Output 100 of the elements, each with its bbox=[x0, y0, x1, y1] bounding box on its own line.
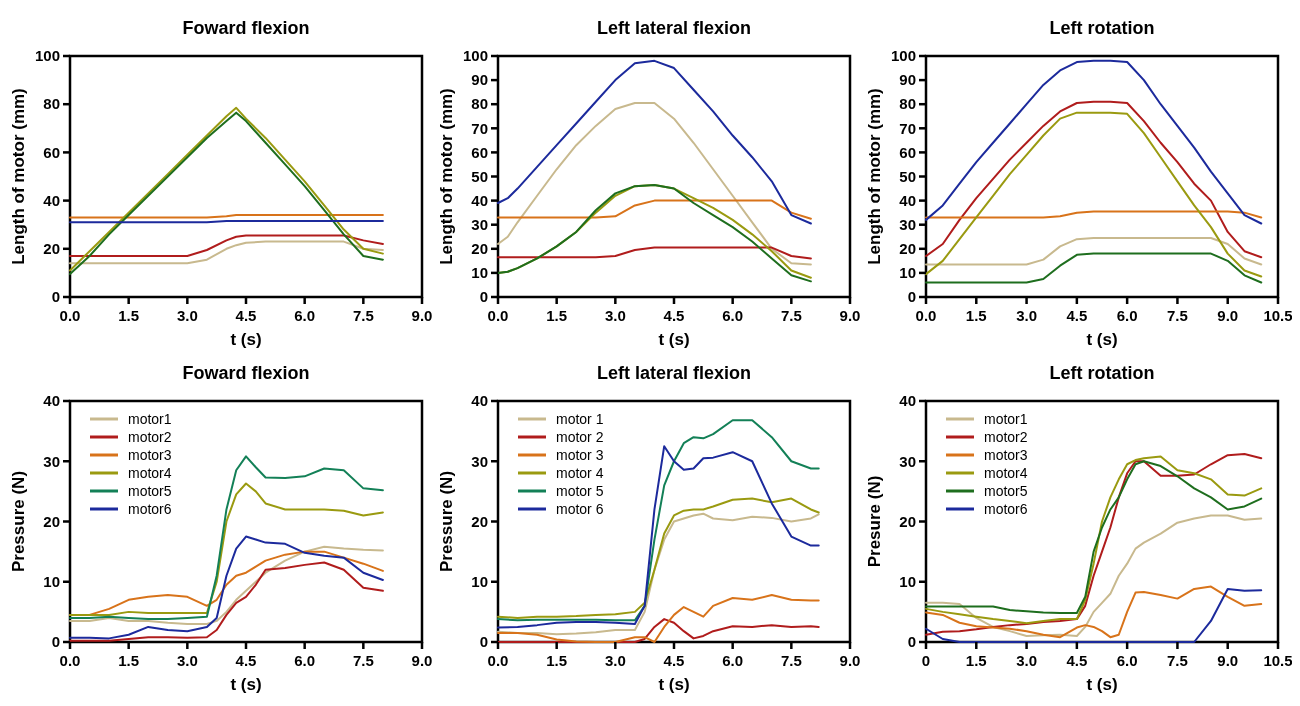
x-tick-label: 0.0 bbox=[59, 652, 81, 669]
x-tick-label: 6.0 bbox=[1116, 652, 1138, 669]
line-series bbox=[69, 535, 384, 640]
y-tick-label: 60 bbox=[43, 143, 60, 161]
x-tick-label: 4.5 bbox=[663, 652, 685, 669]
x-tick-label: 3.0 bbox=[604, 652, 626, 669]
legend-label: motor6 bbox=[128, 500, 172, 517]
x-tick-label: 7.5 bbox=[780, 652, 802, 669]
y-tick-label: 50 bbox=[471, 167, 488, 185]
line-series bbox=[497, 512, 820, 636]
x-tick-label: 7.5 bbox=[780, 307, 802, 324]
line-series bbox=[497, 246, 812, 260]
x-tick-label: 4.5 bbox=[235, 307, 257, 324]
y-tick-label: 80 bbox=[471, 95, 488, 113]
line-series bbox=[497, 445, 820, 629]
line-series bbox=[69, 482, 384, 616]
x-axis-title: t (s) bbox=[658, 330, 690, 349]
x-tick-label: 6.0 bbox=[722, 307, 744, 324]
y-tick-label: 80 bbox=[43, 95, 60, 113]
legend-label: motor 2 bbox=[556, 428, 604, 445]
line-series bbox=[925, 59, 1263, 225]
y-tick-label: 0 bbox=[51, 633, 60, 651]
x-tick-label: 1.5 bbox=[546, 307, 568, 324]
x-tick-label: 9.0 bbox=[411, 652, 433, 669]
line-series bbox=[497, 102, 812, 266]
line-series bbox=[925, 111, 1263, 278]
legend-label: motor3 bbox=[128, 446, 172, 463]
line-series bbox=[69, 561, 384, 642]
y-tick-label: 90 bbox=[899, 71, 916, 89]
y-tick-label: 40 bbox=[899, 392, 916, 410]
x-tick-label: 9.0 bbox=[411, 307, 433, 324]
x-tick-label: 7.5 bbox=[1167, 652, 1188, 669]
x-axis-title: t (s) bbox=[1086, 675, 1118, 694]
x-tick-label: 10.5 bbox=[1263, 652, 1293, 669]
legend-label: motor5 bbox=[984, 482, 1028, 499]
y-tick-label: 10 bbox=[899, 573, 916, 590]
x-tick-label: 0.0 bbox=[487, 307, 509, 324]
line-series bbox=[497, 59, 812, 225]
y-tick-label: 20 bbox=[899, 512, 916, 530]
chart-title: Left lateral flexion bbox=[596, 363, 752, 383]
y-axis-title: Length of motor (mm) bbox=[9, 88, 28, 265]
x-tick-label: 6.0 bbox=[294, 307, 316, 324]
y-tick-label: 40 bbox=[471, 392, 488, 410]
x-tick-label: 7.5 bbox=[1167, 307, 1188, 324]
y-tick-label: 10 bbox=[899, 264, 916, 282]
chart-title: Left lateral flexion bbox=[596, 18, 752, 38]
legend-label: motor 1 bbox=[556, 410, 604, 427]
y-tick-label: 100 bbox=[890, 47, 916, 65]
legend-label: motor 3 bbox=[556, 446, 604, 463]
y-tick-label: 80 bbox=[899, 95, 916, 113]
x-tick-label: 3.0 bbox=[604, 307, 626, 324]
x-tick-label: 1.5 bbox=[118, 307, 140, 324]
x-axis-title: t (s) bbox=[230, 330, 262, 349]
x-tick-label: 10.5 bbox=[1263, 307, 1293, 324]
line-series bbox=[497, 594, 820, 643]
y-tick-label: 70 bbox=[471, 119, 488, 137]
x-tick-label: 7.5 bbox=[352, 307, 374, 324]
legend-label: motor 5 bbox=[556, 482, 604, 499]
legend-label: motor2 bbox=[128, 428, 172, 445]
chart-title: Foward flexion bbox=[182, 363, 310, 383]
line-series bbox=[925, 210, 1263, 219]
legend-label: motor4 bbox=[984, 464, 1028, 481]
y-tick-label: 20 bbox=[43, 512, 60, 530]
x-tick-label: 0 bbox=[921, 652, 931, 669]
y-tick-label: 0 bbox=[479, 288, 488, 306]
y-axis-title: Pressure (N) bbox=[437, 470, 456, 573]
y-tick-label: 40 bbox=[899, 191, 916, 209]
y-tick-label: 30 bbox=[899, 215, 916, 233]
legend-label: motor1 bbox=[128, 410, 172, 427]
line-series bbox=[69, 234, 384, 258]
legend-label: motor5 bbox=[128, 482, 172, 499]
legend-label: motor6 bbox=[984, 500, 1028, 517]
x-tick-label: 4.5 bbox=[1066, 307, 1088, 324]
x-tick-label: 6.0 bbox=[294, 652, 316, 669]
x-tick-label: 1.5 bbox=[546, 652, 568, 669]
chart-title: Left rotation bbox=[1049, 363, 1155, 383]
line-series bbox=[925, 236, 1263, 266]
legend-label: motor 4 bbox=[556, 464, 604, 481]
y-tick-label: 0 bbox=[907, 288, 916, 306]
x-tick-label: 4.5 bbox=[663, 307, 685, 324]
y-tick-label: 20 bbox=[471, 240, 488, 258]
y-tick-label: 20 bbox=[471, 512, 488, 530]
y-tick-label: 30 bbox=[471, 215, 488, 233]
legend-label: motor2 bbox=[984, 428, 1028, 445]
y-tick-label: 0 bbox=[51, 288, 60, 306]
y-axis-title: Pressure (N) bbox=[9, 470, 28, 573]
y-tick-label: 70 bbox=[899, 119, 916, 137]
x-tick-label: 9.0 bbox=[839, 652, 861, 669]
x-tick-label: 6.0 bbox=[722, 652, 744, 669]
y-tick-label: 10 bbox=[43, 573, 60, 590]
y-axis-title: Presure (N) bbox=[865, 475, 884, 568]
line-series bbox=[925, 252, 1263, 284]
y-tick-label: 30 bbox=[43, 452, 60, 470]
x-tick-label: 0.0 bbox=[915, 307, 937, 324]
x-tick-label: 0.0 bbox=[487, 652, 509, 669]
x-tick-label: 0.0 bbox=[59, 307, 81, 324]
y-tick-label: 60 bbox=[471, 143, 488, 161]
y-tick-label: 60 bbox=[899, 143, 916, 161]
line-series bbox=[925, 100, 1263, 259]
y-tick-label: 20 bbox=[899, 240, 916, 258]
